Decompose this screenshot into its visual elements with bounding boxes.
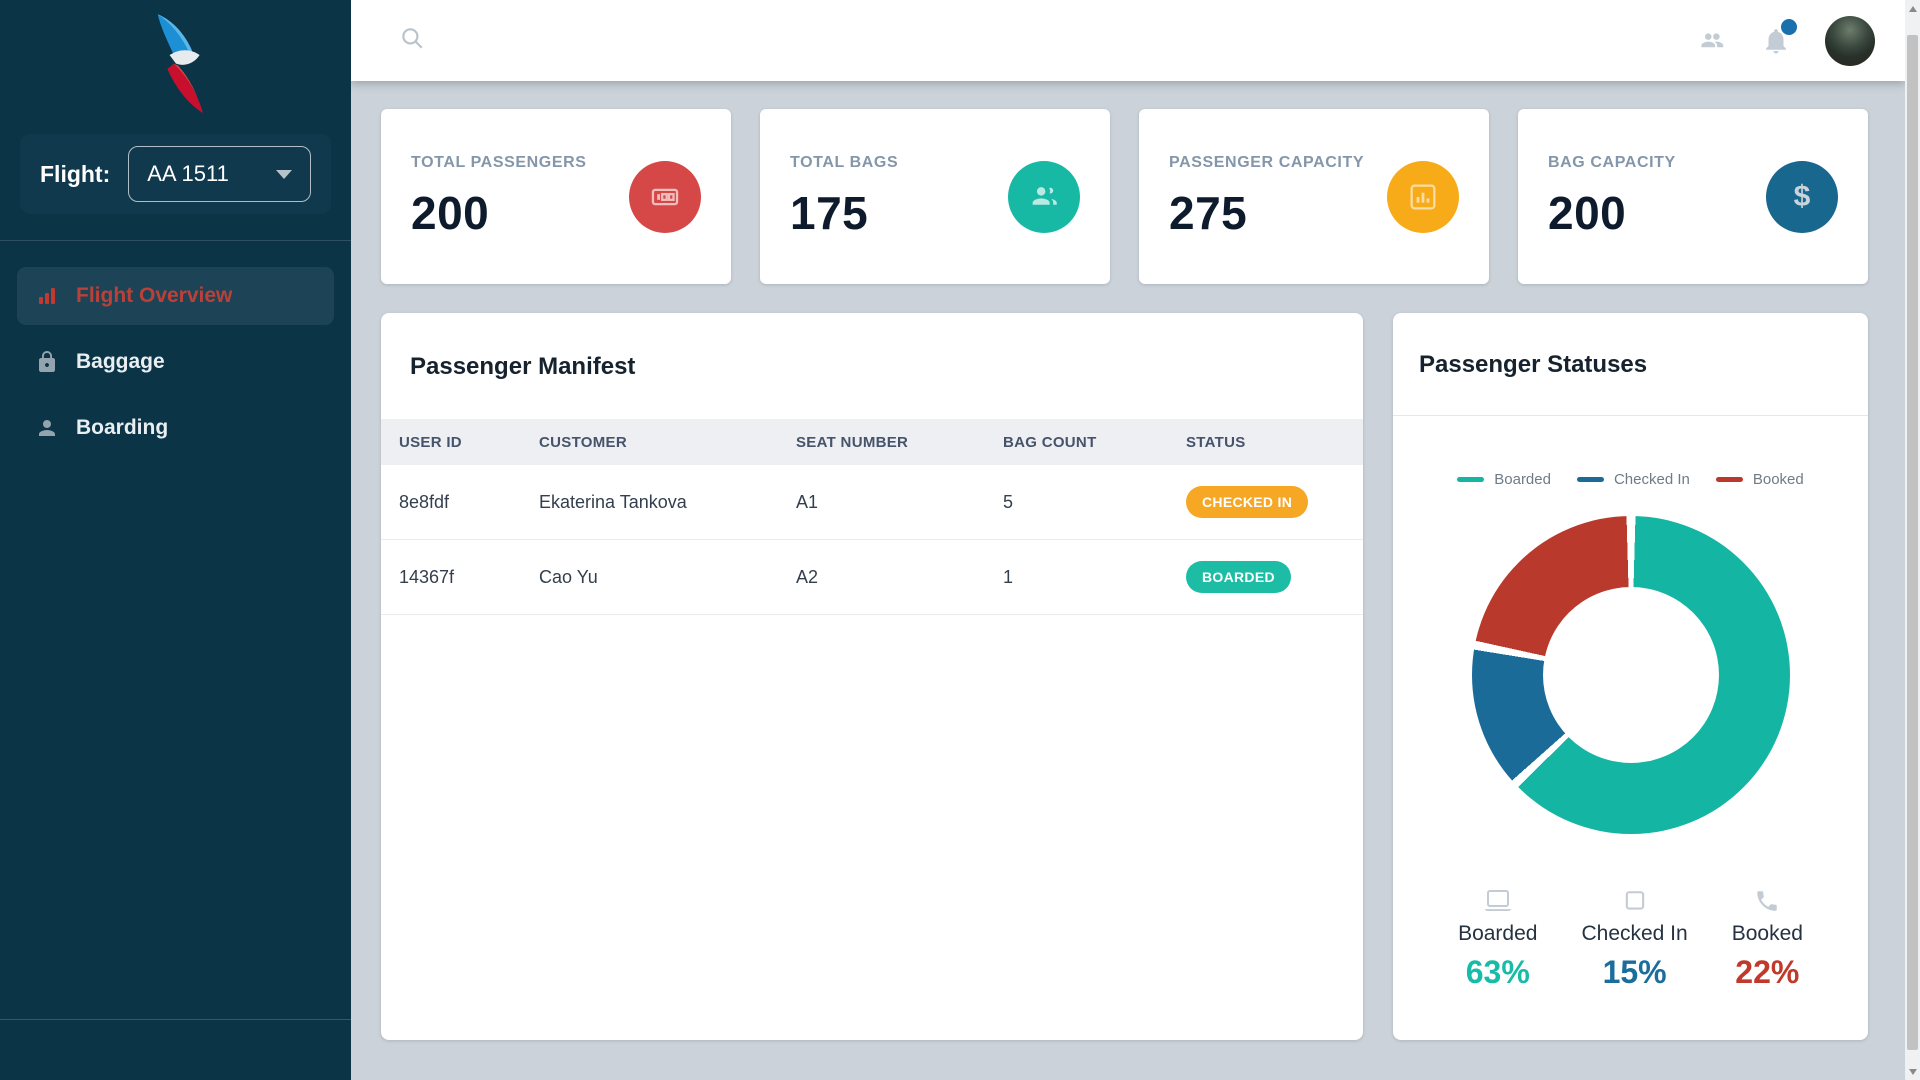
avatar[interactable]: [1825, 15, 1875, 66]
stat-card-total-passengers: TOTAL PASSENGERS 200: [381, 109, 731, 284]
summary-percent: 15%: [1602, 954, 1667, 990]
notification-dot: [1781, 18, 1797, 35]
users-icon[interactable]: [1697, 26, 1727, 56]
flight-select-value: AA 1511: [147, 161, 229, 186]
airline-logo: [0, 0, 351, 120]
legend-item-boarded[interactable]: Boarded: [1457, 471, 1551, 488]
ticket-icon: [629, 160, 701, 233]
vertical-scrollbar[interactable]: [1905, 0, 1920, 1080]
flight-select[interactable]: AA 1511: [128, 146, 311, 202]
chevron-down-icon: [276, 169, 292, 179]
cell-seat: A2: [796, 566, 819, 587]
logo-red-wing: [166, 63, 203, 113]
scroll-down-icon: [1908, 1068, 1917, 1075]
table-header-row: USER ID CUSTOMER SEAT NUMBER BAG COUNT S…: [381, 419, 1363, 465]
donut-chart[interactable]: [1471, 516, 1790, 834]
flight-label: Flight:: [40, 160, 111, 187]
stat-label: TOTAL BAGS: [790, 153, 899, 171]
stat-card-passenger-capacity: PASSENGER CAPACITY 275: [1139, 109, 1489, 284]
topbar-actions: [1697, 15, 1875, 66]
bar-chart-icon: [34, 283, 60, 309]
person-icon: [34, 415, 60, 441]
manifest-title: Passenger Manifest: [410, 353, 636, 380]
stat-value: 200: [1548, 186, 1627, 239]
status-badge: BOARDED: [1186, 561, 1291, 593]
summary-boarded: Boarded 63%: [1458, 884, 1537, 991]
summary-percent: 63%: [1465, 954, 1530, 990]
passenger-manifest-panel: Passenger Manifest USER ID CUSTOMER SEAT…: [381, 313, 1363, 1040]
flight-selector-box: Flight: AA 1511: [20, 134, 331, 214]
col-header-seat-number: SEAT NUMBER: [796, 433, 909, 451]
legend-item-booked[interactable]: Booked: [1715, 471, 1804, 488]
cell-bags: 5: [1003, 491, 1014, 512]
legend-marker: [1576, 477, 1604, 482]
scrollbar-thumb[interactable]: [1907, 35, 1918, 1050]
statuses-title: Passenger Statuses: [1419, 351, 1648, 378]
sidebar-nav: Flight Overview Baggage Boarding: [0, 241, 351, 457]
summary-checked-in: Checked In 15%: [1581, 884, 1688, 991]
stat-value: 275: [1169, 186, 1248, 239]
scroll-up-button[interactable]: [1905, 0, 1920, 17]
col-header-status: STATUS: [1186, 433, 1246, 451]
panels-row: Passenger Manifest USER ID CUSTOMER SEAT…: [351, 284, 1905, 1040]
cell-customer: Ekaterina Tankova: [539, 491, 687, 512]
stat-label: TOTAL PASSENGERS: [411, 153, 587, 171]
topbar: [351, 0, 1905, 81]
sidebar-item-label: Baggage: [76, 350, 165, 373]
lock-icon: [34, 349, 60, 375]
legend-item-checked-in[interactable]: Checked In: [1576, 471, 1690, 488]
sidebar: Flight: AA 1511 Flight Overview: [0, 0, 351, 1080]
search-icon[interactable]: [399, 25, 425, 56]
stat-card-bag-capacity: BAG CAPACITY 200 $: [1518, 109, 1868, 284]
chart-legend: Boarded Checked In Booked: [1393, 471, 1868, 488]
sidebar-item-boarding[interactable]: Boarding: [17, 399, 334, 457]
stat-card-total-bags: TOTAL BAGS 175: [760, 109, 1110, 284]
logo-hook: [169, 50, 200, 65]
col-header-user-id: USER ID: [399, 433, 462, 451]
search-area: [399, 25, 1697, 56]
laptop-icon: [1483, 884, 1513, 914]
col-header-customer: CUSTOMER: [539, 433, 627, 451]
sidebar-item-label: Boarding: [76, 416, 169, 439]
status-summary: Boarded 63% Checked In 15%: [1393, 884, 1868, 991]
col-header-bag-count: BAG COUNT: [1003, 433, 1097, 451]
summary-percent: 22%: [1735, 954, 1800, 990]
table-row[interactable]: 14367f Cao Yu A2 1 BOARDED: [381, 540, 1363, 615]
scroll-up-icon: [1908, 5, 1917, 12]
chart-icon: [1387, 160, 1459, 233]
cell-customer: Cao Yu: [539, 566, 598, 587]
sidebar-bottom-divider: [0, 1019, 351, 1020]
scroll-down-button[interactable]: [1905, 1063, 1920, 1080]
stat-label: PASSENGER CAPACITY: [1169, 153, 1365, 171]
people-icon: [1008, 160, 1080, 233]
stat-value: 175: [790, 186, 869, 239]
search-input[interactable]: [437, 30, 937, 51]
cell-bags: 1: [1003, 566, 1014, 587]
status-badge: CHECKED IN: [1186, 486, 1309, 518]
cell-seat: A1: [796, 491, 819, 512]
legend-marker: [1457, 477, 1485, 482]
legend-marker: [1715, 477, 1743, 482]
tablet-icon: [1621, 884, 1649, 914]
logo-blue-wing: [157, 14, 192, 56]
dollar-icon: $: [1766, 160, 1838, 233]
stat-value: 200: [411, 186, 490, 239]
sidebar-item-label: Flight Overview: [76, 284, 233, 307]
stat-label: BAG CAPACITY: [1548, 153, 1676, 171]
donut-hole: [1542, 587, 1719, 763]
summary-booked: Booked 22%: [1732, 884, 1803, 991]
manifest-table: USER ID CUSTOMER SEAT NUMBER BAG COUNT S…: [381, 419, 1363, 615]
sidebar-divider: [0, 240, 351, 241]
title-divider: [1393, 415, 1868, 416]
stats-row: TOTAL PASSENGERS 200 TOTAL BAGS 175: [351, 81, 1905, 284]
sidebar-item-flight-overview[interactable]: Flight Overview: [17, 267, 334, 325]
phone-icon: [1754, 884, 1780, 914]
bell-icon[interactable]: [1761, 18, 1797, 56]
main-content: TOTAL PASSENGERS 200 TOTAL BAGS 175: [351, 81, 1905, 1080]
cell-user-id: 8e8fdf: [399, 491, 450, 512]
sidebar-item-baggage[interactable]: Baggage: [17, 333, 334, 391]
table-row[interactable]: 8e8fdf Ekaterina Tankova A1 5 CHECKED IN: [381, 465, 1363, 540]
cell-user-id: 14367f: [399, 566, 455, 587]
passenger-statuses-panel: Passenger Statuses Boarded Checked In Bo…: [1393, 313, 1868, 1040]
